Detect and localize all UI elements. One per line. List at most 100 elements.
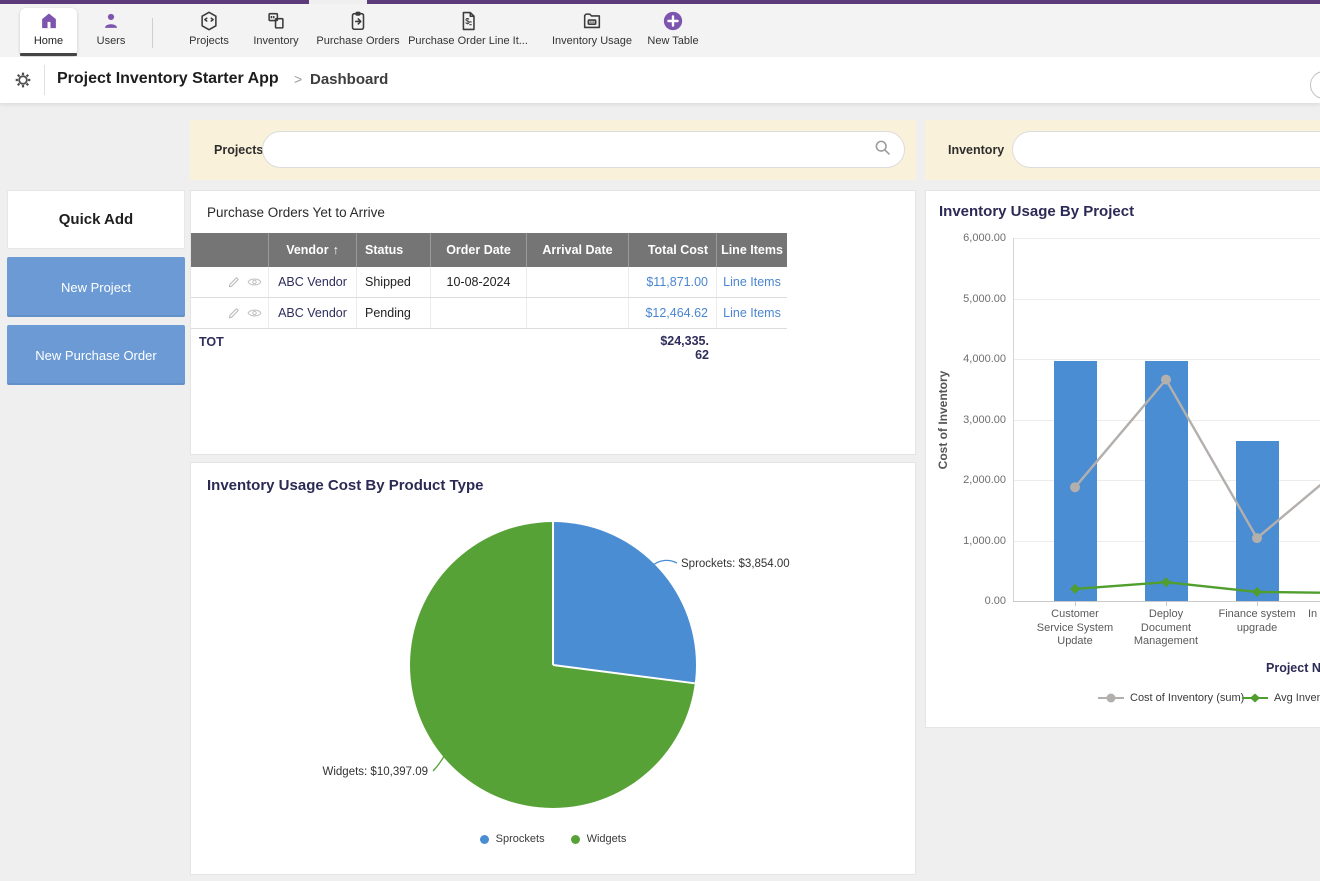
sort-ascending-icon: ↑: [333, 243, 339, 257]
legend-item-cost-of-inventory-sum[interactable]: Cost of Inventory (sum): [1098, 692, 1244, 704]
users-icon: [100, 8, 122, 33]
tab-label: Home: [34, 35, 63, 47]
breadcrumb-bar: Project Inventory Starter App > Dashboar…: [0, 57, 1320, 103]
tab-inventory[interactable]: Inventory: [244, 8, 308, 56]
header-vendor[interactable]: Vendor↑: [269, 233, 357, 267]
inventory-search-card: Inventory: [925, 120, 1320, 180]
inventory-search-pill: [1012, 131, 1320, 168]
inventory-icon: [265, 8, 287, 33]
cell-total-cost[interactable]: $12,464.62: [629, 298, 717, 328]
new-table-plus-icon: [662, 8, 684, 33]
table-total-row: TOT $24,335.62: [191, 329, 787, 377]
cell-order-date: 10-08-2024: [431, 267, 527, 297]
legend-item-avg-inventory[interactable]: Avg Inventory: [1242, 692, 1320, 704]
app-window: Home Users Projects Inventory Purchase: [0, 0, 1320, 881]
tab-label: Projects: [189, 35, 229, 47]
total-cost-value: $24,335.62: [629, 335, 717, 362]
edit-pencil-icon[interactable]: [227, 306, 241, 320]
nav-divider: [152, 18, 153, 48]
bar[interactable]: [1236, 441, 1279, 601]
x-category-label: In: [1308, 608, 1320, 620]
gear-icon[interactable]: [12, 69, 34, 91]
report-title: Purchase Orders Yet to Arrive: [207, 205, 385, 220]
view-eye-icon[interactable]: [247, 307, 262, 319]
tab-label: New Table: [647, 35, 698, 47]
projects-search-label: Projects: [214, 143, 263, 157]
pie-slice-divider: [552, 522, 554, 665]
x-tick: [1075, 601, 1076, 606]
inventory-usage-icon: [581, 8, 603, 33]
x-tick: [1257, 601, 1258, 606]
cell-order-date: [431, 298, 527, 328]
header-arrival-date[interactable]: Arrival Date: [527, 233, 629, 267]
active-tab-indicator: [20, 53, 77, 56]
quick-add-card: Quick Add: [7, 190, 185, 249]
breadcrumb-separator: >: [294, 71, 302, 87]
tab-new-table[interactable]: New Table: [642, 8, 704, 56]
bar-chart-card: Inventory Usage By Project Cost of Inven…: [925, 190, 1320, 728]
breadcrumb-divider: [44, 65, 45, 95]
cell-vendor[interactable]: ABC Vendor: [269, 267, 357, 297]
header-status[interactable]: Status: [357, 233, 431, 267]
cell-total-cost[interactable]: $11,871.00: [629, 267, 717, 297]
inventory-search-input[interactable]: [1013, 132, 1320, 167]
bar[interactable]: [1054, 361, 1097, 601]
legend-item-widgets[interactable]: Widgets: [571, 833, 627, 845]
tab-label: Purchase Order Line It...: [408, 35, 528, 47]
legend-dot-icon: [480, 835, 489, 844]
page-title: Dashboard: [310, 71, 388, 88]
tab-home[interactable]: Home: [20, 8, 77, 56]
inventory-search-label: Inventory: [948, 143, 1004, 157]
pie-label-sprockets: Sprockets: $3,854.00: [681, 558, 790, 570]
cell-line-items-link[interactable]: Line Items: [717, 267, 787, 297]
header-order-date[interactable]: Order Date: [431, 233, 527, 267]
header-total-cost[interactable]: Total Cost: [629, 233, 717, 267]
projects-search-card: Projects: [190, 120, 916, 180]
projects-icon: [198, 8, 220, 33]
new-purchase-order-button[interactable]: New Purchase Order: [7, 325, 185, 385]
cell-arrival-date: [527, 298, 629, 328]
tab-purchase-orders[interactable]: Purchase Orders: [312, 8, 404, 56]
x-axis-title: Project Na: [1266, 661, 1320, 675]
table-row: ABC Vendor Shipped 10-08-2024 $11,871.00…: [191, 267, 787, 298]
x-category-label: Finance system upgrade: [1202, 608, 1312, 635]
purchase-orders-report-card: Purchase Orders Yet to Arrive Vendor↑ St…: [190, 190, 916, 455]
cell-vendor[interactable]: ABC Vendor: [269, 298, 357, 328]
cell-line-items-link[interactable]: Line Items: [717, 298, 787, 328]
quick-add-title: Quick Add: [59, 211, 133, 228]
tab-projects[interactable]: Projects: [179, 8, 239, 56]
header-line-items[interactable]: Line Items: [717, 233, 787, 267]
tab-label: Users: [97, 35, 126, 47]
x-tick: [1166, 601, 1167, 606]
purchase-orders-table: Vendor↑ Status Order Date Arrival Date T…: [191, 233, 787, 377]
legend-line-circle-icon: [1098, 693, 1124, 703]
pie-legend: Sprockets Widgets: [410, 833, 696, 845]
legend-item-sprockets[interactable]: Sprockets: [480, 833, 545, 845]
bar[interactable]: [1145, 361, 1188, 601]
pie-chart-title: Inventory Usage Cost By Product Type: [207, 477, 483, 494]
bar-chart-plot: Cost of Inventory 6,000.00 5,000.00 4,00…: [926, 191, 1320, 729]
table-header-row: Vendor↑ Status Order Date Arrival Date T…: [191, 233, 787, 267]
home-icon: [38, 8, 60, 33]
tab-inventory-usage[interactable]: Inventory Usage: [546, 8, 638, 56]
tab-purchase-order-line-items[interactable]: $ Purchase Order Line It...: [405, 8, 531, 56]
edit-pencil-icon[interactable]: [227, 275, 241, 289]
new-project-button[interactable]: New Project: [7, 257, 185, 317]
projects-search-pill: [262, 131, 905, 168]
projects-search-input[interactable]: [263, 132, 873, 167]
tab-users[interactable]: Users: [83, 8, 139, 56]
search-icon[interactable]: [873, 138, 892, 162]
pie-label-widgets: Widgets: $10,397.09: [321, 766, 428, 778]
breadcrumb-app-title[interactable]: Project Inventory Starter App: [57, 70, 279, 88]
view-eye-icon[interactable]: [247, 276, 262, 288]
table-row: ABC Vendor Pending $12,464.62 Line Items: [191, 298, 787, 329]
cell-status: Shipped: [357, 267, 431, 297]
widgets-leader-line: [431, 751, 449, 773]
tab-label: Purchase Orders: [316, 35, 399, 47]
bar-series: [926, 191, 1320, 601]
legend-line-diamond-icon: [1242, 693, 1268, 703]
purchase-orders-icon: [347, 8, 369, 33]
cell-arrival-date: [527, 267, 629, 297]
tab-label: Inventory Usage: [552, 35, 632, 47]
table-nav-bar: Home Users Projects Inventory Purchase: [0, 4, 1320, 57]
